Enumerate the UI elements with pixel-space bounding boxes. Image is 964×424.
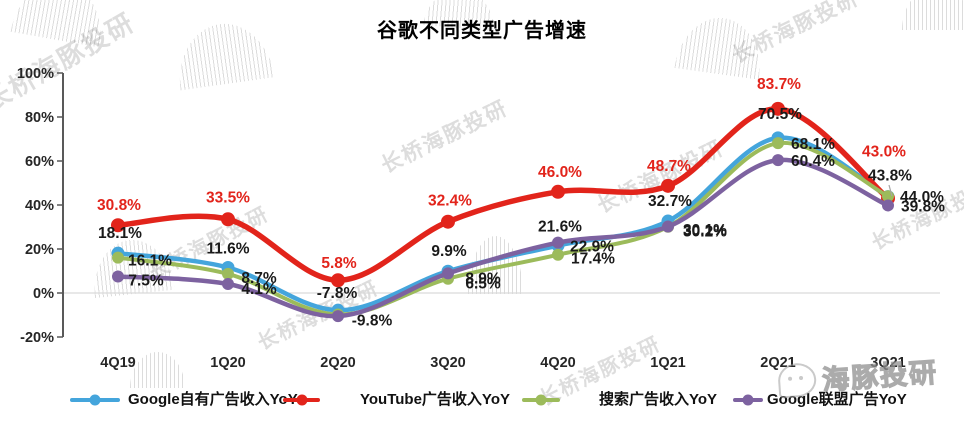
data-point-marker <box>772 154 784 167</box>
legend-item: 搜索广告收入YoY <box>522 388 717 412</box>
data-point-marker <box>661 178 675 193</box>
data-point-label: 44.0% <box>900 189 944 206</box>
legend-marker-icon <box>733 394 763 406</box>
dolphin-bubble-icon <box>777 361 818 399</box>
x-axis-category-label: 3Q20 <box>430 355 465 371</box>
legend: Google自有广告收入YoY YouTube广告收入YoY 搜索广告收入YoY Go… <box>0 388 964 416</box>
data-point-marker <box>772 137 784 150</box>
data-point-label: 43.0% <box>862 143 906 160</box>
data-point-label: 30.2% <box>683 224 727 241</box>
data-point-label: -7.8% <box>317 285 358 302</box>
data-point-label: 70.5% <box>758 106 802 123</box>
data-point-marker <box>882 199 894 212</box>
data-point-marker <box>662 220 674 233</box>
data-point-marker <box>112 270 124 283</box>
legend-label: Google联盟广告YoY <box>767 391 907 408</box>
legend-marker-dot-icon <box>296 394 307 406</box>
y-axis-tick-label: 60% <box>25 154 54 170</box>
data-point-marker <box>442 267 454 280</box>
x-axis-category-label: 2Q21 <box>760 355 795 371</box>
data-point-label: 16.1% <box>128 253 172 270</box>
legend-item: Google联盟广告YoY <box>733 388 907 412</box>
legend-marker-dot-icon <box>535 394 547 406</box>
x-axis-category-label: 3Q21 <box>870 355 905 371</box>
data-point-label: 18.1% <box>98 225 142 242</box>
legend-label: 搜索广告收入YoY <box>599 391 718 408</box>
legend-marker-dot-icon <box>742 394 754 406</box>
legend-marker-dot-icon <box>89 394 101 406</box>
data-point-label: 43.8% <box>868 168 912 185</box>
y-axis-tick-label: 100% <box>17 66 54 82</box>
data-point-marker <box>332 310 344 323</box>
data-point-label: 22.9% <box>570 239 614 256</box>
data-point-label: 6.5% <box>465 276 501 293</box>
series-line <box>116 141 890 317</box>
x-axis-category-label: 4Q19 <box>100 355 135 371</box>
data-point-label: -9.8% <box>352 313 393 330</box>
data-point-marker <box>111 218 125 233</box>
legend-marker-icon <box>283 394 320 406</box>
data-point-marker <box>112 251 124 264</box>
logo-text: 海豚投研 <box>821 357 940 396</box>
data-point-label: 68.1% <box>791 136 835 153</box>
data-point-label: 11.6% <box>206 240 249 257</box>
data-point-marker <box>552 236 564 249</box>
x-axis-category-label: 1Q20 <box>210 355 245 371</box>
data-point-label: 32.7% <box>648 193 692 210</box>
data-point-label: 30.8% <box>97 197 141 214</box>
chart-title: 谷歌不同类型广告增速 <box>377 20 587 42</box>
data-point-label: 48.7% <box>647 158 691 175</box>
data-point-marker <box>771 101 785 116</box>
data-point-label: 4.1% <box>241 281 277 298</box>
data-point-label: 17.4% <box>571 251 615 268</box>
data-point-label: 39.8% <box>901 198 945 215</box>
data-point-label: 33.5% <box>206 189 250 206</box>
y-axis-tick-label: 40% <box>25 198 54 214</box>
data-point-label: 5.8% <box>321 255 357 272</box>
data-point-label: 9.9% <box>431 243 467 260</box>
x-axis-category-label: 1Q21 <box>650 355 685 371</box>
legend-marker-icon <box>522 394 560 406</box>
data-point-marker <box>551 184 565 199</box>
data-point-marker <box>552 248 564 261</box>
x-axis-category-label: 2Q20 <box>320 355 355 371</box>
data-point-marker <box>222 267 234 280</box>
series-line <box>115 157 891 319</box>
legend-item: Google自有广告收入YoY <box>70 388 298 412</box>
legend-item: YouTube广告收入YoY <box>283 388 510 412</box>
data-point-label: 7.5% <box>128 273 164 290</box>
data-point-label: 83.7% <box>757 76 801 93</box>
data-point-label: 32.4% <box>428 193 472 210</box>
y-axis-tick-label: -20% <box>20 330 54 346</box>
data-point-label: 8.9% <box>465 270 501 287</box>
legend-marker-icon <box>70 394 120 406</box>
data-point-label: 8.7% <box>241 270 277 287</box>
legend-label: YouTube广告收入YoY <box>360 391 510 408</box>
data-point-label: 30.1% <box>683 222 727 239</box>
data-point-marker <box>222 277 234 290</box>
data-point-label: 21.6% <box>538 218 582 235</box>
y-axis-tick-label: 20% <box>25 242 54 258</box>
x-axis-category-label: 4Q20 <box>540 355 575 371</box>
data-point-marker <box>441 214 455 229</box>
legend-label: Google自有广告收入YoY <box>128 391 298 408</box>
data-point-label: 46.0% <box>538 164 582 181</box>
data-point-label: 60.4% <box>791 153 835 170</box>
y-axis-tick-label: 80% <box>25 110 54 126</box>
data-point-marker <box>331 273 345 288</box>
y-axis-tick-label: 0% <box>33 286 54 302</box>
data-point-marker <box>221 212 235 227</box>
label-leader-line <box>888 184 893 197</box>
